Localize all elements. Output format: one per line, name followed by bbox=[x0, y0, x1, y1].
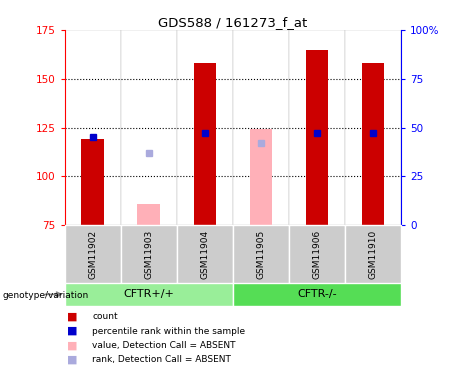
Bar bbox=[362, 63, 384, 225]
Bar bbox=[65, 30, 121, 225]
Text: CFTR+/+: CFTR+/+ bbox=[123, 290, 174, 299]
Bar bbox=[82, 139, 104, 225]
Bar bbox=[121, 30, 177, 225]
Text: value, Detection Call = ABSENT: value, Detection Call = ABSENT bbox=[92, 341, 236, 350]
Bar bbox=[177, 30, 233, 225]
Text: GSM11903: GSM11903 bbox=[144, 230, 153, 279]
Text: genotype/variation: genotype/variation bbox=[2, 291, 89, 300]
Text: ■: ■ bbox=[67, 355, 77, 364]
FancyBboxPatch shape bbox=[65, 225, 121, 283]
Text: ■: ■ bbox=[67, 326, 77, 336]
Text: rank, Detection Call = ABSENT: rank, Detection Call = ABSENT bbox=[92, 355, 231, 364]
Text: GSM11902: GSM11902 bbox=[88, 230, 97, 279]
FancyBboxPatch shape bbox=[177, 225, 233, 283]
Bar bbox=[233, 30, 289, 225]
Bar bbox=[345, 30, 401, 225]
Bar bbox=[289, 30, 345, 225]
Text: GSM11904: GSM11904 bbox=[200, 230, 209, 279]
Bar bbox=[65, 283, 233, 306]
FancyBboxPatch shape bbox=[233, 225, 289, 283]
FancyBboxPatch shape bbox=[121, 225, 177, 283]
Bar bbox=[137, 204, 160, 225]
Text: CFTR-/-: CFTR-/- bbox=[297, 290, 337, 299]
Text: percentile rank within the sample: percentile rank within the sample bbox=[92, 327, 245, 336]
Bar bbox=[306, 50, 328, 225]
Text: GSM11906: GSM11906 bbox=[313, 230, 321, 279]
FancyBboxPatch shape bbox=[289, 225, 345, 283]
Title: GDS588 / 161273_f_at: GDS588 / 161273_f_at bbox=[158, 16, 307, 29]
Text: ■: ■ bbox=[67, 312, 77, 322]
Text: ■: ■ bbox=[67, 340, 77, 350]
FancyBboxPatch shape bbox=[345, 225, 401, 283]
Text: count: count bbox=[92, 312, 118, 321]
Text: GSM11910: GSM11910 bbox=[368, 230, 378, 279]
Bar bbox=[233, 283, 401, 306]
Bar bbox=[194, 63, 216, 225]
Text: GSM11905: GSM11905 bbox=[256, 230, 266, 279]
Bar bbox=[250, 129, 272, 225]
